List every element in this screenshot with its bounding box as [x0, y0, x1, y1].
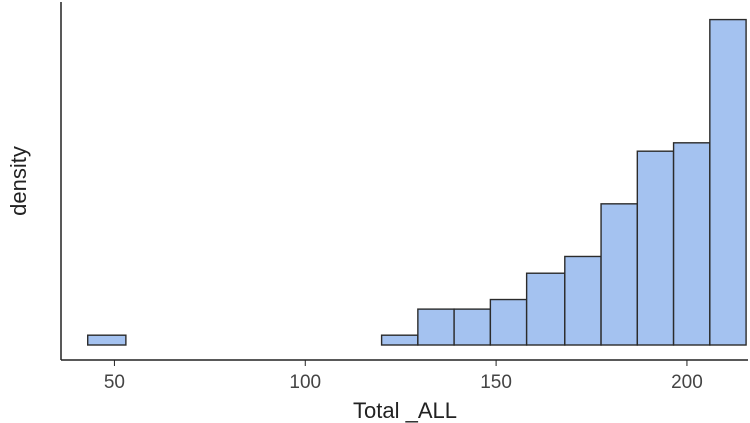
x-tick-label: 200 — [671, 372, 703, 393]
x-tick-label: 100 — [289, 372, 321, 393]
bars-group — [87, 18, 747, 346]
histogram-bar — [489, 298, 528, 346]
x-tick-label: 50 — [104, 372, 125, 393]
histogram-bar — [87, 334, 127, 346]
histogram-bar — [453, 308, 492, 346]
y-axis-title: density — [6, 146, 31, 216]
histogram-bar — [525, 272, 566, 346]
histogram-bar — [709, 18, 747, 346]
histogram-bar — [380, 334, 419, 346]
x-axis-title: Total _ALL — [353, 398, 457, 423]
histogram-bar — [672, 142, 711, 346]
histogram-bar — [636, 150, 675, 346]
histogram-bar — [417, 308, 455, 346]
x-tick-label: 150 — [480, 372, 512, 393]
histogram-bar — [600, 203, 639, 346]
histogram-bar — [564, 255, 602, 346]
x-ticks-group: 50 100 150 200 — [104, 360, 703, 393]
